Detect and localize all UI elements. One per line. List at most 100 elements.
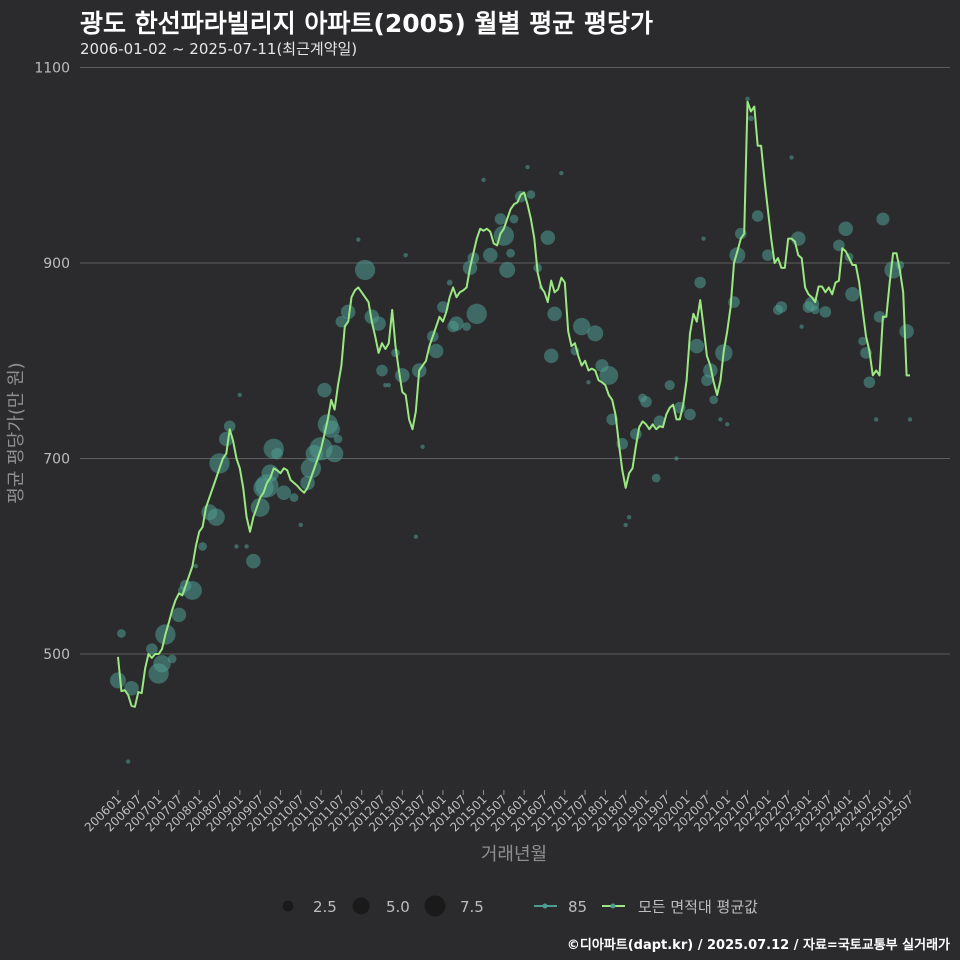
scatter-point [483,247,498,263]
scatter-point [354,259,376,280]
scatter-point [751,210,764,222]
scatter-point [124,680,139,696]
scatter-point [587,325,604,342]
scatter-point [799,324,804,329]
y-axis-title: 평균 평당가(만 원) [6,362,27,503]
y-tick-label: 700 [43,452,70,468]
legend-size-label-2: 5.0 [386,898,410,916]
scatter-point [237,392,243,398]
scatter-point [335,315,348,328]
scatter-point [153,655,171,673]
scatter-point [246,553,261,569]
scatter-point [572,317,591,336]
legend: 2.5 5.0 7.5 85 모든 면적대 평균값 [282,895,758,917]
legend-series-dot-average [610,903,616,909]
scatter-point [198,542,207,551]
scatter-point [413,534,419,539]
scatter-point [446,279,453,286]
scatter-point [509,214,519,224]
legend-size-key-2 [352,897,370,915]
legend-size-key-1 [282,900,294,912]
scatter-point [858,336,867,346]
scatter-point [386,382,391,388]
scatter-point [745,96,750,101]
scatter-point [547,306,562,322]
scatter-point [630,428,642,440]
scatter-point [540,230,556,245]
x-axis-title: 거래년월 [481,844,547,865]
scatter-point [907,417,913,422]
scatter-point [209,453,230,474]
scatter-point [789,155,794,160]
scatter-point [325,444,344,463]
scatter-point [356,237,361,242]
scatter-point [193,563,199,569]
scatter-point [599,365,619,385]
scatter-point [709,395,719,405]
x-axis-ticks: 2006012006072007012007072008012008072009… [82,790,916,835]
scatter-point [873,417,879,422]
scatter-point [586,380,591,385]
scatter-point [499,261,516,278]
source-caption: ©디아파트(dapt.kr) / 2025.07.12 / 자료=국토교통부 실… [566,938,950,953]
scatter-point [640,396,652,408]
scatter-point [244,544,249,549]
scatter-point [494,213,507,225]
scatter-point [371,316,386,331]
legend-series-label-85: 85 [568,898,587,916]
y-tick-label: 500 [43,647,70,663]
scatter-point [863,376,876,389]
scatter-point [623,522,628,528]
scatter-point [223,420,236,433]
scatter-point [183,581,202,600]
scatter-point [729,247,746,264]
grid-lines [80,67,950,655]
scatter-point [383,382,388,388]
scatter-point [543,348,559,364]
scatter-point [525,165,530,170]
legend-size-label-1: 2.5 [313,898,337,916]
chart-subtitle: 2006-01-02 ~ 2025-07-11(최근계약일) [80,40,358,58]
scatter-point [481,177,486,183]
scatter-point [810,305,820,315]
scatter-point [651,473,661,483]
scatter-point [466,303,487,324]
y-tick-label: 1100 [34,61,70,77]
scatter-point [718,417,723,422]
scatter-point [694,276,706,289]
scatter-point [207,508,225,526]
scatter-point [420,444,425,449]
scatter-point [748,115,754,122]
scatter-point [462,322,471,331]
y-axis-ticks: 500 700 900 1100 [34,61,70,664]
legend-series-label-average: 모든 면적대 평균값 [638,898,758,916]
scatter-point [167,654,177,664]
scatter-point [664,380,675,391]
scatter-point [376,364,388,377]
scatter-point [791,231,806,246]
scatter-point [403,252,408,258]
legend-size-label-3: 7.5 [460,898,484,916]
chart-title: 광도 한선파라빌리지 아파트(2005) 월별 평균 평당가 [80,9,653,38]
scatter-point [701,236,706,241]
scatter-point [506,248,515,258]
scatter-point [559,170,564,176]
scatter-point [819,306,832,318]
scatter-point [340,304,356,320]
scatter-point [146,643,158,655]
scatter-point [333,434,343,444]
scatter-point [234,544,239,549]
series-line-average [117,100,910,708]
scatter-point [762,249,774,261]
scatter-point [317,382,332,398]
scatter-point [653,415,666,428]
scatter-point [298,522,303,528]
scatter-point [845,287,860,302]
legend-size-key-3 [424,895,446,917]
scatter-point [449,316,464,331]
scatter-point [876,212,890,226]
scatter-point [684,408,696,421]
scatter-point [899,324,914,339]
scatter-point [289,493,299,502]
